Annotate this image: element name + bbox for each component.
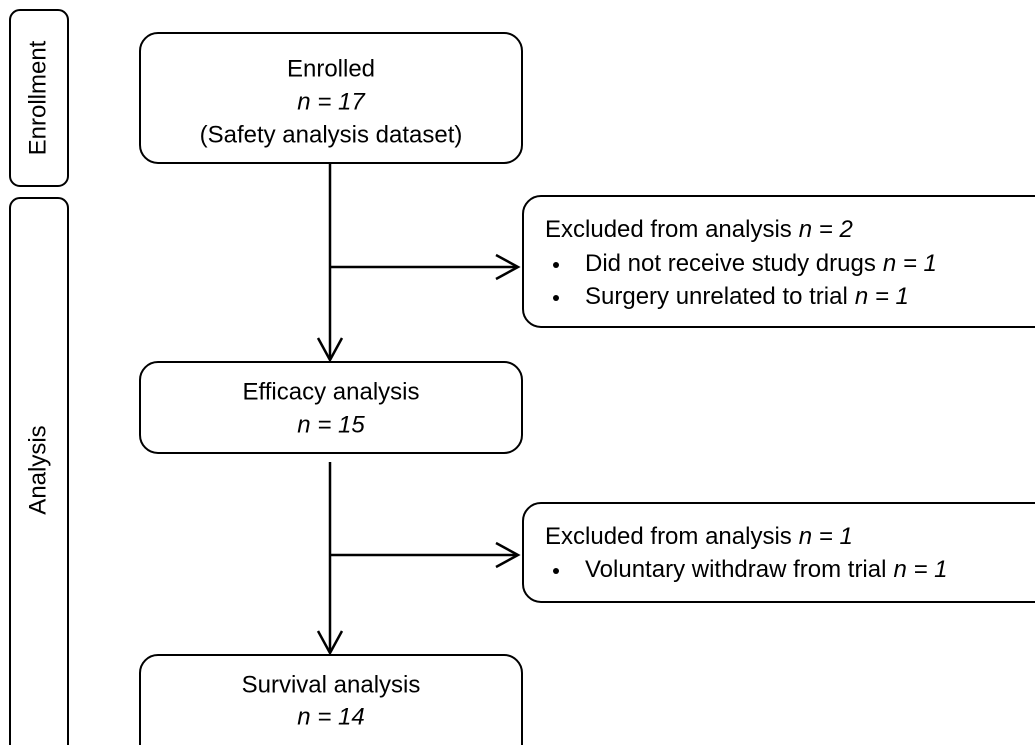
exclusion-box (522, 195, 1035, 328)
stage-label: Analysis (24, 425, 51, 514)
exclusion-label: Excluded from analysis n = 2 (545, 216, 853, 243)
node-label: Survival analysis (242, 671, 421, 698)
exclusion-count: n = 1 (799, 523, 853, 550)
exclusion-label: Excluded from analysis n = 1 (545, 523, 853, 550)
node-count: n = 14 (297, 703, 364, 730)
bullet (553, 568, 559, 574)
reason-count: n = 1 (893, 556, 947, 583)
stage-box (9, 9, 69, 187)
node-box (139, 32, 523, 164)
reason-text: Surgery unrelated to trial (585, 283, 848, 310)
exclusion-box (522, 502, 1035, 603)
node-box (139, 654, 523, 745)
node-count: n = 15 (297, 411, 365, 438)
reason-text: Voluntary withdraw from trial (585, 556, 886, 583)
exclusion-count: n = 2 (799, 216, 853, 243)
reason: Surgery unrelated to trial n = 1 (585, 283, 909, 310)
arrow-head (316, 337, 344, 363)
node-box (139, 361, 523, 454)
stage-label: Enrollment (24, 40, 51, 155)
reason-count: n = 1 (855, 283, 909, 310)
reason-count: n = 1 (883, 250, 937, 277)
stage-box (9, 197, 69, 745)
bullet (553, 262, 559, 268)
arrow-head (316, 630, 344, 656)
arrow-head (495, 253, 521, 281)
exclusion-text: Excluded from analysis (545, 216, 792, 243)
node-label: Efficacy analysis (243, 378, 420, 405)
node-label: Enrolled (287, 55, 375, 82)
reason: Did not receive study drugs n = 1 (585, 250, 937, 277)
reason-text: Did not receive study drugs (585, 250, 876, 277)
node-count: n = 17 (297, 88, 366, 115)
node-note: (Safety analysis dataset) (200, 121, 463, 148)
reason: Voluntary withdraw from trial n = 1 (585, 556, 948, 583)
bullet (553, 295, 559, 301)
exclusion-text: Excluded from analysis (545, 523, 792, 550)
arrow-head (495, 541, 521, 569)
